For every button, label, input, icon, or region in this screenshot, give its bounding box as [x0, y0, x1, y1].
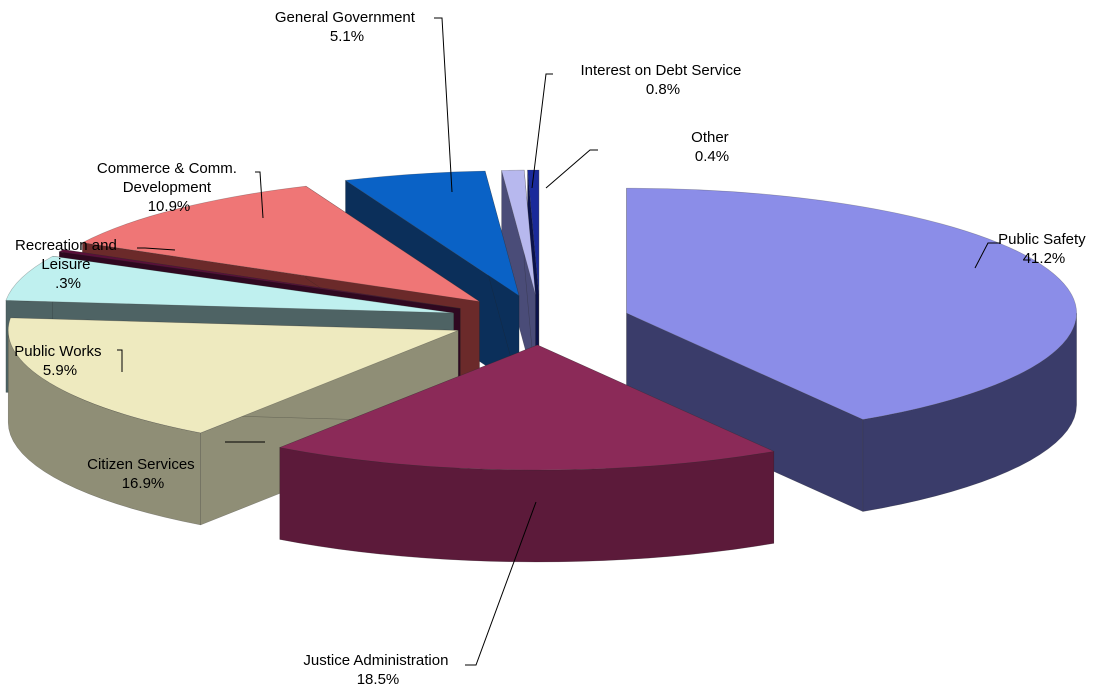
leader-line-recreation-leisure [137, 247, 176, 251]
leader-line-other [545, 149, 598, 189]
leader-line-justice-administration [465, 501, 537, 666]
slice-side-0-justice-administration [279, 447, 775, 563]
leader-line-public-works [117, 349, 123, 372]
slice-wall-1-public-safety [626, 312, 864, 512]
slice-top-recreation-and-leisure [58, 249, 461, 309]
slice-side-0-public-safety [862, 313, 1077, 512]
slice-top-interest-on-debt-service [501, 169, 536, 296]
slice-top-other [527, 169, 540, 296]
data-label-public-works: Public Works 5.9% [14, 343, 105, 379]
data-label-public-safety: Public Safety 41.2% [998, 231, 1090, 267]
slice-top-justice-administration [278, 344, 775, 471]
slice-tops [5, 169, 1077, 471]
leader-line-commerce-development [255, 171, 264, 219]
slice-top-commerce-comm-development [81, 185, 480, 302]
data-label-commerce-development: Commerce & Comm. Development 10.9% [97, 160, 241, 215]
data-label-general-government: General Government 5.1% [275, 9, 419, 45]
data-label-justice-administration: Justice Administration 18.5% [303, 652, 452, 687]
slice-top-public-works [5, 255, 454, 314]
slice-top-general-government [344, 170, 520, 297]
leader-line-public-safety [974, 242, 1000, 269]
data-label-citizen-services: Citizen Services 16.9% [87, 456, 199, 492]
data-label-recreation-leisure: Recreation and Leisure .3% [15, 237, 121, 292]
data-labels: Public Safety 41.2% Justice Administrati… [14, 9, 1090, 687]
leader-lines [117, 17, 1000, 666]
leader-line-interest-debt [531, 73, 553, 189]
slice-top-citizen-services [7, 317, 459, 434]
slice-top-public-safety [626, 187, 1077, 420]
data-label-interest-debt: Interest on Debt Service 0.8% [580, 62, 745, 98]
data-label-other: Other 0.4% [691, 129, 733, 165]
leader-line-general-government [434, 17, 453, 193]
